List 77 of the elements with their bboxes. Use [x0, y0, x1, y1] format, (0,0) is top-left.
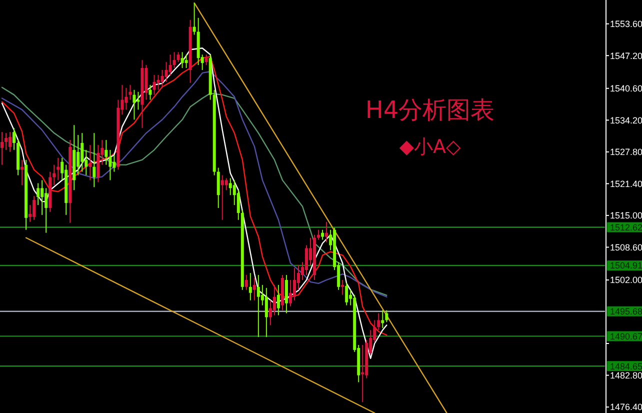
candlestick: [224, 178, 228, 191]
candlestick: [88, 144, 92, 181]
candlestick: [56, 157, 60, 181]
candlestick: [172, 52, 176, 69]
candlestick: [184, 54, 188, 69]
candlestick: [132, 89, 136, 120]
candlestick: [204, 54, 208, 66]
candlestick: [381, 310, 384, 329]
candlestick: [124, 87, 128, 110]
candlestick: [192, 2, 196, 36]
candlestick: [228, 178, 232, 196]
ref-line-label: 1484.65: [610, 361, 642, 372]
candlestick: [8, 132, 12, 152]
candlestick: [20, 159, 24, 186]
candlestick: [80, 132, 84, 172]
candlestick: [272, 284, 276, 316]
candlestick: [32, 196, 36, 220]
candlestick: [92, 132, 96, 188]
y-tick-label: 1540.60: [610, 84, 642, 94]
candlestick: [264, 287, 268, 338]
candlestick: [44, 188, 48, 234]
candlestick: [292, 268, 296, 301]
candlestick: [288, 279, 292, 307]
candlestick: [252, 277, 256, 301]
candlestick: [248, 272, 252, 301]
candlestick: [377, 312, 380, 331]
y-tick-label: 1502.00: [610, 275, 642, 286]
candlestick: [256, 274, 260, 338]
y-tick-label: 1508.60: [610, 242, 642, 252]
candlestick: [385, 310, 388, 323]
candlestick: [160, 69, 164, 88]
ref-line-label: 1490.67: [610, 331, 642, 342]
candlestick: [128, 84, 132, 100]
candlestick: [12, 128, 16, 150]
candlestick: [152, 74, 156, 96]
ref-line-label: 1504.91: [610, 260, 642, 271]
candlestick: [112, 154, 116, 172]
candlestick: [321, 229, 324, 240]
y-tick-label: 1553.60: [610, 19, 642, 30]
candlestick: [36, 182, 40, 206]
candlestick: [180, 52, 184, 69]
candlestick: [108, 149, 112, 181]
candlestick: [317, 229, 320, 240]
y-tick-label: 1521.40: [610, 178, 642, 189]
ref-line-label: 1495.68: [610, 306, 642, 317]
candlestick: [0, 132, 4, 166]
candlestick: [156, 74, 160, 90]
annotation: H4分析图表: [365, 96, 495, 124]
candlestick: [176, 52, 180, 63]
y-tick-label: 1527.80: [610, 147, 642, 158]
annotation: ◆小A◇: [399, 136, 461, 158]
candlestick: [104, 139, 108, 166]
candlestick: [40, 180, 44, 216]
candlestick: [361, 344, 364, 403]
candlestick: [148, 84, 152, 100]
candlestick: [244, 274, 248, 290]
y-tick-label: 1476.40: [610, 402, 642, 412]
y-tick-label: 1482.80: [610, 370, 642, 380]
candlestick: [76, 134, 80, 176]
ref-line-label: 1512.62: [610, 222, 642, 232]
candlestick: [284, 274, 288, 314]
y-tick-label: 1547.20: [610, 50, 642, 61]
candlestick: [4, 132, 8, 150]
candlestick: [220, 174, 224, 220]
candlestick: [341, 279, 344, 296]
candlestick: [136, 91, 140, 110]
candlestick: [216, 167, 220, 208]
candlestick: [52, 164, 56, 186]
candlestick: [345, 282, 348, 306]
candlestick: [325, 221, 328, 243]
candlestick: [168, 54, 172, 76]
candlestick: [276, 284, 280, 316]
y-tick-label: 1515.00: [610, 210, 642, 221]
candlestick: [305, 244, 308, 276]
candlestick: [268, 300, 272, 326]
y-tick-label: 1534.20: [610, 115, 642, 126]
candlestick: [164, 62, 168, 82]
